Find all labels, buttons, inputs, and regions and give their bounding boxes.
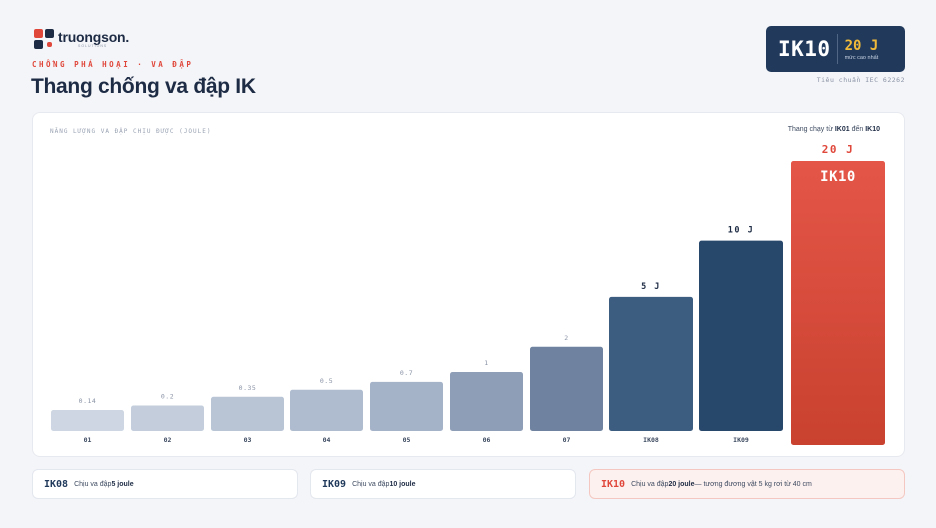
value-label: 10 J — [728, 226, 754, 236]
info-card-ik08: IK08 Chịu va đập 5 joule — [32, 469, 298, 499]
category-label: IK09 — [733, 436, 749, 444]
value-label: 1 — [484, 359, 488, 367]
bar-ik08 — [609, 296, 693, 431]
value-label: 0.5 — [320, 377, 333, 385]
bar-03 — [211, 396, 284, 431]
category-label: 07 — [563, 436, 571, 444]
category-label: 01 — [84, 436, 92, 444]
page-title: Thang chống va đập IK — [31, 75, 256, 98]
standard-label: Tiêu chuẩn IEC 62262 — [816, 76, 905, 84]
category-label: 05 — [403, 436, 411, 444]
range-mid: đến — [849, 126, 866, 133]
range-to: IK10 — [865, 126, 880, 133]
value-label: 2 — [564, 334, 568, 342]
card-text-pre: Chịu va đập — [352, 480, 390, 488]
card-text-bold: 10 joule — [389, 480, 416, 488]
value-label: 0.35 — [239, 384, 257, 392]
category-label: 04 — [323, 436, 331, 444]
bar-04 — [290, 389, 363, 431]
badge-value: 20 J — [844, 37, 879, 54]
value-label: 5 J — [641, 282, 661, 292]
range-prefix: Thang chạy từ — [787, 126, 835, 133]
bar-ik09 — [699, 240, 783, 431]
card-text-pre: Chịu va đập — [74, 480, 112, 488]
category-label: 06 — [483, 436, 491, 444]
page-kicker: CHỐNG PHÁ HOẠI · VA ĐẬP — [32, 60, 194, 69]
value-label: 0.2 — [161, 393, 174, 401]
bar-02 — [131, 405, 204, 431]
brand-sub: SOLUTIONS — [78, 43, 108, 48]
chart-range-note: Thang chạy từ IK01 đến IK10 — [788, 126, 880, 133]
category-label: 02 — [164, 436, 172, 444]
badge-rating: IK10 — [778, 37, 831, 61]
brand-name: truongson. — [58, 28, 130, 45]
card-code: IK08 — [44, 478, 69, 490]
card-text-bold: 5 joule — [111, 480, 134, 488]
badge-caption: mức cao nhất — [844, 54, 879, 61]
value-label: 0.14 — [79, 397, 97, 405]
bar-inner-label: IK10 — [820, 169, 856, 185]
card-text-bold: 20 joule — [668, 480, 695, 488]
bar-06 — [450, 371, 523, 431]
range-from: IK01 — [834, 126, 850, 133]
value-label: 20 J — [822, 143, 855, 156]
card-code: IK10 — [601, 478, 626, 490]
bar-05 — [370, 381, 443, 431]
card-text-pre: Chịu va đập — [631, 480, 669, 488]
badge-divider — [836, 34, 838, 64]
card-text-post: — tương đương vật 5 kg rơi từ 40 cm — [694, 480, 812, 488]
card-code: IK09 — [322, 478, 347, 490]
info-card-ik10: IK10 Chịu va đập 20 joule — tương đương … — [589, 469, 905, 499]
category-label: 03 — [244, 436, 252, 444]
chart-axis-title: NĂNG LƯỢNG VA ĐẬP CHỊU ĐƯỢC (JOULE) — [50, 128, 212, 135]
category-label: IK08 — [643, 436, 659, 444]
info-card-ik09: IK09 Chịu va đập 10 joule — [310, 469, 576, 499]
bar-ik10 — [791, 161, 885, 445]
bar-07 — [530, 346, 603, 431]
value-label: 0.7 — [400, 369, 413, 377]
brand-logo: truongson. SOLUTIONS — [34, 29, 129, 49]
bar-01 — [51, 410, 124, 431]
logo-mark-icon — [34, 29, 54, 49]
rating-badge: IK10 20 J mức cao nhất — [766, 26, 905, 72]
